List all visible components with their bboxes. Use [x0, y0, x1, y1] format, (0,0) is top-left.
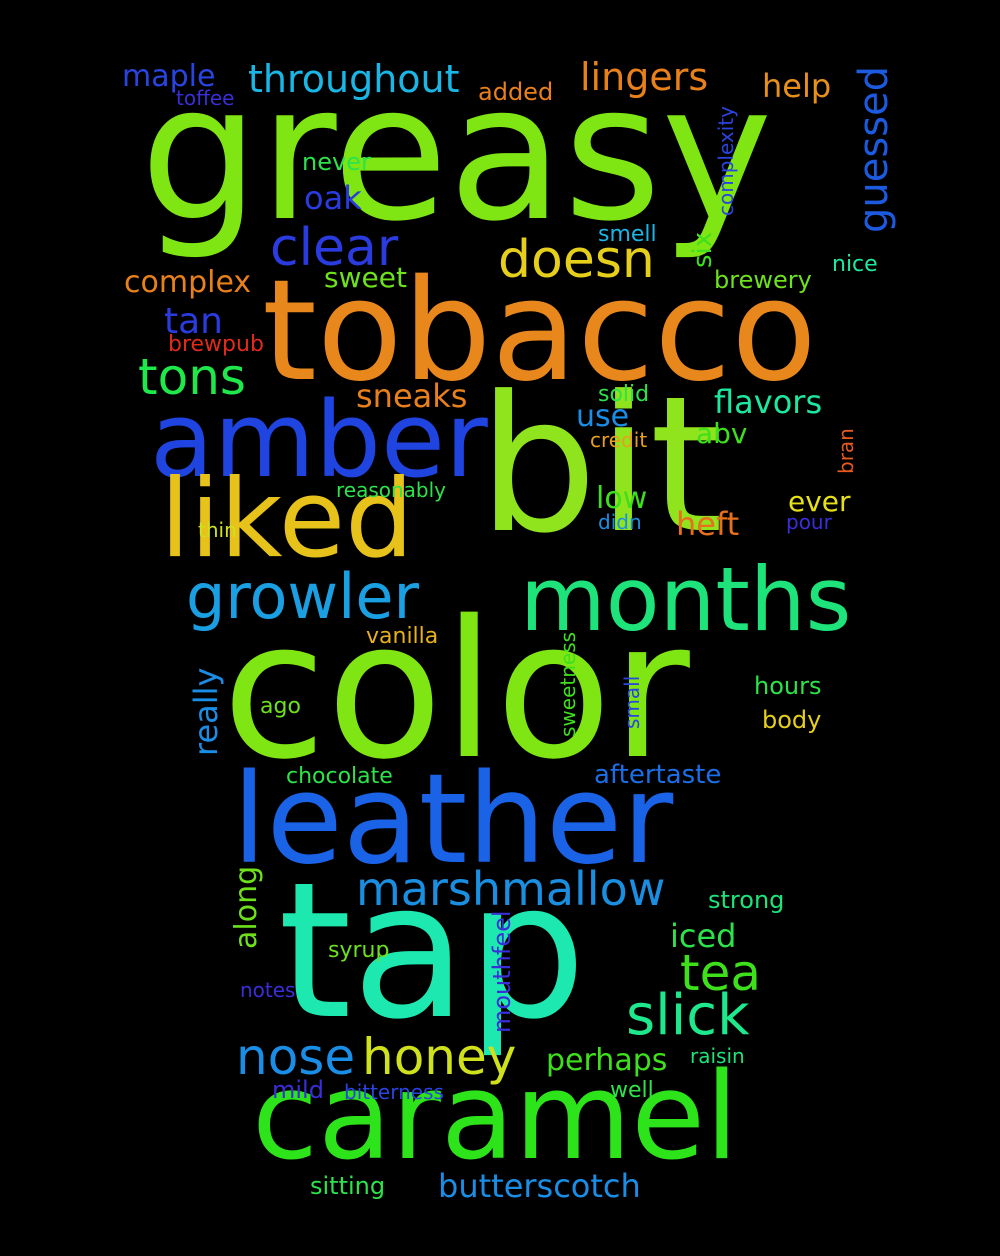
word-raisin: raisin — [690, 1044, 745, 1068]
word-growler: growler — [186, 560, 419, 633]
word-reasonably: reasonably — [336, 478, 447, 502]
word-brewpub: brewpub — [168, 332, 264, 357]
word-perhaps: perhaps — [546, 1043, 668, 1078]
word-hours: hours — [754, 672, 822, 700]
word-small: small — [620, 675, 644, 729]
word-amber: amber — [150, 379, 488, 501]
word-sneaks: sneaks — [356, 377, 468, 415]
word-throughout: throughout — [248, 57, 460, 101]
word-toffee: toffee — [176, 86, 235, 110]
word-didn: didn — [598, 510, 642, 534]
word-thin: thin — [198, 518, 237, 542]
word-notes: notes — [240, 978, 296, 1002]
word-tap: tap — [278, 842, 587, 1061]
word-nice: nice — [832, 252, 878, 277]
word-caramel: caramel — [252, 1048, 739, 1187]
word-honey: honey — [362, 1028, 517, 1086]
word-abv: abv — [696, 417, 748, 450]
word-syrup: syrup — [328, 938, 390, 963]
word-iced: iced — [670, 917, 737, 955]
word-complexity: complexity — [714, 106, 738, 216]
word-sweet: sweet — [324, 261, 407, 294]
word-clear: clear — [270, 218, 399, 278]
word-leather: leather — [232, 748, 674, 892]
word-tons: tons — [138, 348, 246, 406]
word-color: color — [222, 580, 690, 801]
word-credit: credit — [590, 428, 648, 452]
word-bitterness: bitterness — [344, 1080, 444, 1104]
word-strong: strong — [708, 886, 785, 914]
word-sitting: sitting — [310, 1172, 386, 1200]
word-butterscotch: butterscotch — [438, 1167, 641, 1205]
word-solid: solid — [598, 382, 650, 407]
word-added: added — [478, 78, 554, 106]
word-ago: ago — [260, 694, 301, 719]
word-brewery: brewery — [714, 266, 812, 294]
word-marshmallow: marshmallow — [356, 862, 666, 916]
word-maple: maple — [122, 59, 216, 94]
word-aftertaste: aftertaste — [594, 760, 722, 790]
word-bit: bit — [478, 356, 724, 575]
word-really: really — [187, 667, 225, 756]
word-chocolate: chocolate — [286, 764, 393, 789]
word-oak: oak — [304, 179, 362, 217]
word-ever: ever — [788, 485, 851, 518]
word-nose: nose — [236, 1028, 356, 1086]
word-doesn: doesn — [498, 230, 655, 290]
word-tea: tea — [680, 944, 762, 1002]
word-sweetness: sweetness — [556, 631, 580, 737]
word-well: well — [610, 1078, 654, 1103]
word-slick: slick — [626, 983, 750, 1048]
word-use: use — [576, 399, 630, 434]
word-vanilla: vanilla — [366, 624, 439, 649]
word-complex: complex — [124, 265, 252, 300]
word-guessed: guessed — [851, 65, 897, 233]
word-heft: heft — [676, 505, 740, 543]
word-liked: liked — [160, 457, 414, 582]
word-help: help — [762, 67, 832, 105]
word-bran: bran — [834, 428, 858, 474]
word-six: six — [688, 231, 718, 268]
word-mild: mild — [272, 1076, 324, 1104]
word-smell: smell — [598, 222, 657, 247]
word-greasy: greasy — [140, 44, 773, 263]
word-flavors: flavors — [714, 383, 823, 421]
word-along: along — [229, 865, 264, 949]
word-body: body — [762, 706, 822, 734]
word-low: low — [596, 481, 648, 516]
word-never: never — [302, 148, 371, 176]
word-months: months — [520, 548, 852, 651]
word-lingers: lingers — [580, 55, 709, 99]
word-tan: tan — [164, 301, 223, 342]
word-pour: pour — [786, 510, 832, 534]
word-mouthfeel: mouthfeel — [488, 910, 516, 1033]
word-tobacco: tobacco — [262, 250, 817, 413]
